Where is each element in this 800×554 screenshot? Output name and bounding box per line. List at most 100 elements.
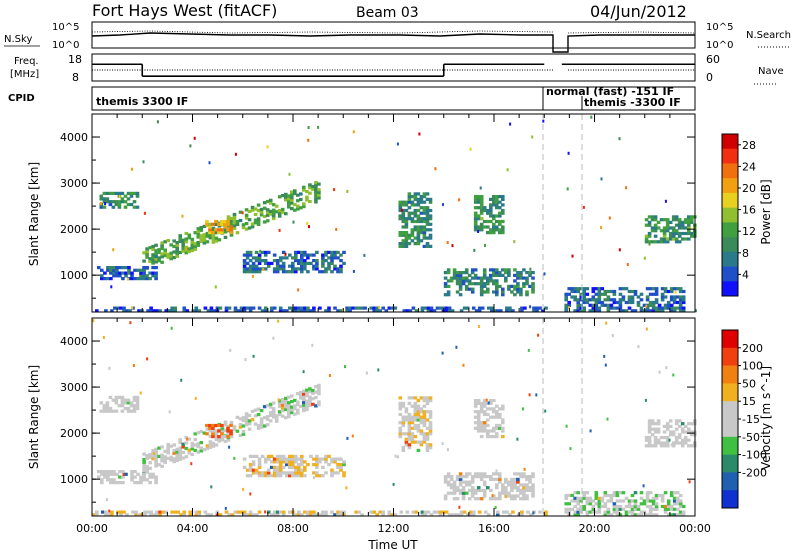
colorbar-tick-label-6: -100 [742,449,767,462]
echo-cell-329 [103,271,107,275]
echo-cell-310 [205,432,209,436]
echo-cell-1367 [538,306,542,310]
echo-cell-590 [410,228,415,232]
echo-cell-518 [330,474,334,478]
xtick-label-5: 20:00 [579,522,611,535]
echo-cell-1260 [288,510,292,514]
echo-cell-1174 [687,438,691,442]
echo-cell-266 [296,204,300,208]
echo-cell-188 [241,418,246,423]
echo-cell-1002 [615,300,620,305]
echo-cell-73 [160,246,164,251]
echo-cell-1262 [294,513,298,517]
echo-cell-200 [247,226,252,230]
echo-cell-1366 [668,438,671,442]
echo-cell-920 [570,289,574,294]
echo-cell-1340 [450,309,455,313]
echo-cell-466 [291,463,295,467]
echo-cell-746 [492,494,496,498]
echo-cell-296 [311,402,315,406]
echo-cell-540 [398,244,403,248]
echo-cell-484 [300,471,304,475]
echo-cell-766 [495,268,499,272]
echo-cell-548 [401,448,406,452]
echo-cell-43 [135,398,140,402]
echo-cell-1438 [608,216,611,220]
echo-cell-115 [184,441,189,445]
echo-cell-1318 [453,513,458,517]
echo-cell-83 [163,449,167,453]
echo-cell-287 [305,394,309,398]
echo-cell-1220 [173,510,177,514]
echo-cell-832 [473,200,478,204]
echo-cell-865 [486,429,490,433]
echo-cell-14 [111,205,116,209]
echo-cell-909 [564,309,568,313]
echo-cell-441 [278,465,283,469]
echo-cell-335 [109,268,113,272]
echo-cell-1031 [639,491,644,495]
echo-cell-1050 [651,499,656,503]
echo-cell-711 [464,271,469,275]
echo-cell-140 [205,427,210,431]
echo-cell-589 [410,231,415,235]
echo-cell-111 [184,231,189,236]
echo-cell-949 [585,300,590,305]
echo-cell-108 [178,438,182,442]
colorbar-tick-label-2: 50 [742,377,756,390]
echo-cell-312 [208,426,212,430]
echo-cell-113 [184,455,189,459]
echo-cell-764 [495,273,499,277]
echo-cell-66 [157,259,161,263]
echo-cell-547 [398,396,403,400]
echo-cell-208 [259,425,264,429]
echo-cell-1348 [665,366,668,370]
echo-cell-492 [312,267,316,271]
echo-cell-1245 [245,513,250,517]
echo-cell-359 [130,274,134,278]
echo-cell-643 [425,418,430,422]
echo-cell-1343 [465,306,470,310]
echo-cell-29 [126,406,131,411]
echo-cell-1080 [672,499,677,503]
echo-cell-1117 [653,438,658,442]
echo-cell-361 [133,277,137,281]
echo-cell-291 [314,183,318,187]
echo-cell-780 [507,284,511,288]
echo-cell-550 [401,432,406,436]
echo-cell-223 [265,219,270,223]
echo-cell-661 [443,494,448,498]
echo-cell-1231 [203,510,208,514]
echo-cell-805 [522,486,526,490]
echo-cell-491 [303,468,307,472]
echo-cell-745 [486,282,490,286]
echo-cell-737 [482,284,487,288]
echo-cell-204 [250,222,255,226]
echo-cell-1251 [224,309,229,313]
echo-cell-460 [291,261,295,265]
colorbar-segment-5 [722,419,738,438]
echo-cell-595 [410,200,415,204]
echo-cell-47 [145,255,149,259]
echo-cell-15 [114,401,119,405]
echo-cell-1106 [647,427,652,431]
echo-cell-142 [205,234,210,238]
echo-cell-1159 [668,226,673,230]
echo-cell-299 [205,219,209,224]
echo-cell-462 [294,270,298,274]
echo-cell-1451 [566,187,569,191]
echo-cell-117 [190,246,195,250]
echo-cell-554 [401,415,406,419]
echo-cell-609 [416,242,421,246]
echo-cell-682 [455,488,460,492]
echo-cell-746 [486,279,490,283]
echo-cell-1130 [659,435,664,440]
echo-cell-70 [154,450,158,454]
echo-cell-528 [333,250,337,254]
echo-cell-1058 [654,300,659,305]
echo-cell-340 [103,470,107,474]
echo-cell-764 [501,483,505,487]
echo-cell-772 [501,287,505,291]
echo-cell-1313 [378,309,382,313]
